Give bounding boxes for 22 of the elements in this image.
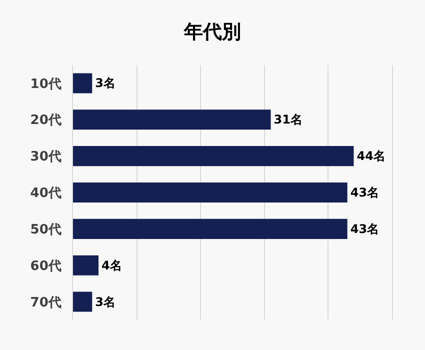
bar	[73, 218, 348, 239]
y-tick-label: 20代	[30, 113, 62, 128]
bar	[73, 110, 271, 130]
data-label: 3名	[95, 294, 116, 309]
bar	[73, 182, 348, 203]
bar	[73, 146, 354, 166]
chart-title: 年代別	[183, 20, 241, 43]
data-label: 4名	[102, 258, 122, 272]
bar	[73, 73, 92, 94]
y-tick-label: 60代	[30, 258, 62, 274]
y-tick-label: 40代	[30, 186, 62, 202]
data-label: 3名	[95, 76, 116, 90]
y-tick-label: 50代	[30, 222, 62, 238]
data-label: 43名	[350, 222, 380, 236]
bar	[73, 255, 99, 276]
data-label: 43名	[350, 186, 380, 200]
y-tick-label: 10代	[30, 76, 62, 92]
data-label: 31名	[274, 112, 302, 127]
bar	[73, 292, 92, 312]
y-tick-label: 70代	[30, 295, 62, 310]
y-tick-label: 30代	[30, 150, 62, 165]
data-label: 44名	[356, 149, 386, 164]
